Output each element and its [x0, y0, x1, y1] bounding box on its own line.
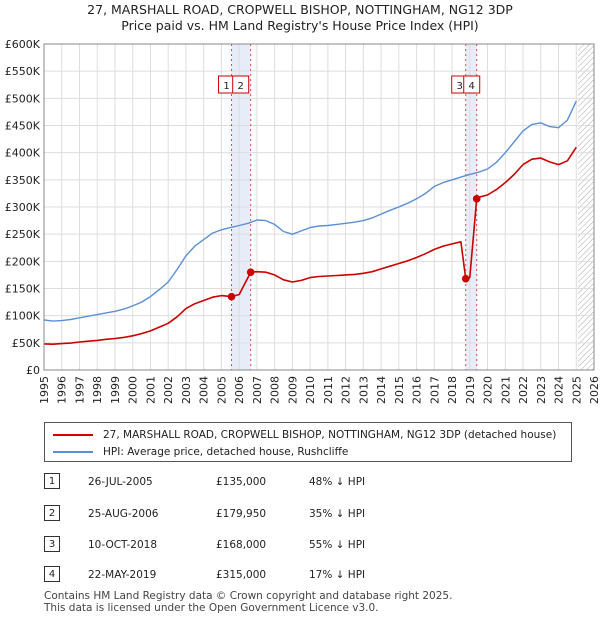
footer-copyright: Contains HM Land Registry data © Crown c… — [44, 590, 453, 602]
price-chart: 1 2 3 4 £0 £50K £100K £150K £200K £250K £300K £350K… — [5, 38, 600, 404]
y-tick-label: £500K — [5, 92, 41, 105]
x-tick-label: 2022 — [517, 376, 530, 404]
x-tick-label: 2026 — [588, 376, 600, 404]
footer-license: This data is licensed under the Open Gov… — [44, 602, 379, 614]
sale-label-box — [232, 75, 250, 94]
y-tick-label: £250K — [5, 228, 41, 241]
x-tick-label: 1997 — [73, 376, 86, 404]
sale-row: 1 26-JUL-2005 £135,000 48% ↓ HPI — [44, 472, 584, 492]
sale-point — [227, 292, 236, 301]
sale-point — [472, 195, 481, 203]
sale-price: £135,000 — [216, 476, 267, 488]
y-tick-label: £450K — [5, 120, 41, 133]
x-tick-label: 2003 — [180, 376, 193, 404]
sale-point — [461, 274, 470, 283]
sale-number-badge: 2 — [44, 505, 60, 521]
y-tick-label: £100K — [5, 310, 41, 323]
sale-point — [246, 268, 255, 277]
sale-number-badge: 4 — [44, 566, 60, 582]
chart-subtitle: Price paid vs. HM Land Registry's House … — [121, 18, 479, 33]
sale-date: 22-MAY-2019 — [88, 569, 157, 581]
x-tick-label: 2014 — [375, 376, 388, 404]
legend-swatch-property — [53, 434, 93, 436]
legend-item-hpi: HPI: Average price, detached house, Rush… — [53, 444, 348, 460]
hpi-series-line — [43, 100, 577, 322]
y-tick-label: £50K — [12, 337, 41, 350]
x-tick-label: 2018 — [446, 376, 459, 404]
footer: Contains HM Land Registry data © Crown c… — [44, 590, 452, 614]
sale-label-text: 4 — [469, 81, 475, 92]
x-tick-label: 2002 — [162, 376, 175, 404]
x-tick-label: 2023 — [535, 376, 548, 404]
sale-date: 26-JUL-2005 — [88, 476, 153, 488]
x-tick-label: 1998 — [91, 376, 104, 404]
y-tick-label: £0 — [26, 364, 40, 377]
sale-hpi-diff: 35% ↓ HPI — [309, 508, 366, 520]
sale-hpi-diff: 48% ↓ HPI — [309, 476, 366, 488]
sale-label-box — [463, 75, 481, 94]
x-tick-label: 2021 — [499, 376, 512, 404]
x-tick-label: 2015 — [393, 376, 406, 404]
sale-number-badge: 1 — [44, 473, 60, 489]
sale-row: 3 10-OCT-2018 £168,000 55% ↓ HPI — [44, 535, 584, 555]
sale-date: 10-OCT-2018 — [88, 539, 157, 551]
legend-label-property: 27, MARSHALL ROAD, CROPWELL BISHOP, NOTT… — [103, 429, 557, 441]
x-tick-label: 2001 — [144, 376, 157, 404]
x-tick-label: 2017 — [428, 376, 441, 404]
chart-title: 27, MARSHALL ROAD, CROPWELL BISHOP, NOTT… — [87, 2, 513, 17]
y-tick-label: £300K — [5, 201, 41, 214]
sale-label-text: 1 — [223, 81, 229, 92]
x-tick-label: 2025 — [570, 376, 583, 404]
legend-label-hpi: HPI: Average price, detached house, Rush… — [103, 446, 349, 458]
sale-label-text: 3 — [457, 81, 463, 92]
x-tick-label: 2005 — [215, 376, 228, 404]
sale-hpi-diff: 17% ↓ HPI — [309, 569, 366, 581]
x-tick-label: 2007 — [251, 376, 264, 404]
legend-item-property: 27, MARSHALL ROAD, CROPWELL BISHOP, NOTT… — [53, 427, 556, 443]
x-tick-label: 2012 — [340, 376, 353, 404]
sale-price: £168,000 — [216, 539, 267, 551]
legend-swatch-hpi — [53, 451, 93, 453]
sale-row: 4 22-MAY-2019 £315,000 17% ↓ HPI — [44, 565, 584, 585]
x-tick-label: 1999 — [109, 376, 122, 404]
y-tick-label: £200K — [5, 255, 41, 268]
x-tick-label: 2020 — [482, 376, 495, 404]
x-tick-label: 1996 — [56, 376, 69, 404]
x-tick-label: 2009 — [286, 376, 299, 404]
x-tick-label: 2016 — [411, 376, 424, 404]
x-tick-label: 2010 — [304, 376, 317, 404]
x-tick-label: 2019 — [464, 376, 477, 404]
y-tick-label: £600K — [5, 38, 41, 51]
property-series-line — [43, 146, 577, 346]
sale-price: £179,950 — [216, 508, 267, 520]
x-tick-label: 2011 — [322, 376, 335, 404]
x-tick-label: 2004 — [198, 376, 211, 404]
sale-label-text: 2 — [238, 81, 244, 92]
x-tick-label: 2006 — [233, 376, 246, 404]
sale-date: 25-AUG-2006 — [88, 508, 159, 520]
y-tick-label: £550K — [5, 65, 41, 78]
x-tick-label: 1995 — [38, 376, 51, 404]
x-tick-label: 2013 — [357, 376, 370, 404]
y-tick-label: £150K — [5, 283, 41, 296]
plot-frame — [43, 43, 595, 371]
legend: 27, MARSHALL ROAD, CROPWELL BISHOP, NOTT… — [44, 422, 572, 462]
sale-number-badge: 3 — [44, 536, 60, 552]
sale-price: £315,000 — [216, 569, 267, 581]
x-tick-label: 2008 — [269, 376, 282, 404]
x-tick-label: 2000 — [127, 376, 140, 404]
x-tick-label: 2024 — [553, 376, 566, 404]
sale-row: 2 25-AUG-2006 £179,950 35% ↓ HPI — [44, 504, 584, 524]
y-tick-label: £350K — [5, 174, 41, 187]
y-tick-label: £400K — [5, 147, 41, 160]
sale-hpi-diff: 55% ↓ HPI — [309, 539, 366, 551]
